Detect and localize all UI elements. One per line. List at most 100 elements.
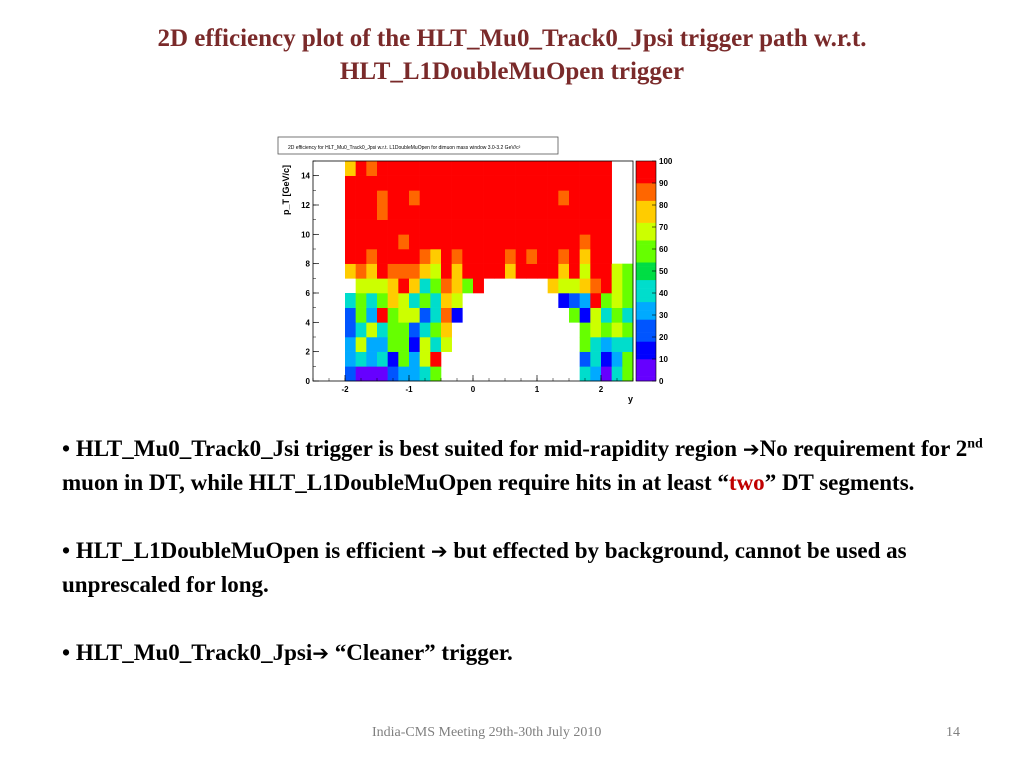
heatmap-cell xyxy=(601,351,612,367)
heatmap-cell xyxy=(355,190,367,206)
heatmap-cell xyxy=(451,307,463,323)
heatmap-cell xyxy=(355,175,367,191)
colorbar-segment xyxy=(636,249,656,254)
colorbar-segment xyxy=(636,345,656,351)
heatmap-cell xyxy=(387,205,399,220)
heatmap-cell xyxy=(590,190,602,206)
heatmap-cell xyxy=(579,293,591,308)
heatmap-cell xyxy=(579,234,591,250)
heatmap-cell xyxy=(345,219,356,235)
right-arrow-icon: ➔ xyxy=(312,641,330,665)
heatmap-cell xyxy=(601,278,612,294)
heatmap-cell xyxy=(505,205,516,220)
heatmap-cell xyxy=(387,293,399,308)
heatmap-cell xyxy=(579,263,591,279)
heatmap-cell xyxy=(473,205,484,220)
heatmap-cell xyxy=(601,161,612,176)
heatmap-cell xyxy=(505,249,516,264)
heatmap-cell xyxy=(569,190,580,206)
colorbar-tick-label: 100 xyxy=(659,157,673,166)
heatmap-cell xyxy=(611,278,623,294)
heatmap-cell xyxy=(611,351,623,367)
heatmap-cell xyxy=(409,219,420,235)
heatmap-cell xyxy=(601,366,612,382)
bullet-marker: • xyxy=(62,640,71,665)
heatmap-cell xyxy=(409,175,420,191)
heatmap-cell xyxy=(430,175,442,191)
heatmap-cell xyxy=(569,293,580,308)
heatmap-cell xyxy=(622,307,634,323)
heatmap-cell xyxy=(537,190,548,206)
heatmap-cell xyxy=(547,219,559,235)
bullet-3-text-a: HLT_Mu0_Track0_Jpsi xyxy=(75,640,313,665)
colorbar-segment xyxy=(636,328,656,333)
colorbar-segment xyxy=(636,306,656,311)
colorbar-segment xyxy=(636,257,656,263)
heatmap-cell xyxy=(611,263,623,279)
heatmap-cell xyxy=(398,205,410,220)
title-line-2: HLT_L1DoubleMuOpen trigger xyxy=(339,58,685,85)
colorbar-segment xyxy=(636,376,656,382)
heatmap-cell xyxy=(569,219,580,235)
heatmap-cell xyxy=(601,205,612,220)
heatmap-cell xyxy=(462,219,474,235)
bullet-marker: • xyxy=(62,436,71,461)
heatmap-cell xyxy=(398,351,410,367)
colorbar-segment xyxy=(636,174,656,179)
heatmap-cell xyxy=(569,175,580,191)
heatmap-cell xyxy=(398,366,410,382)
heatmap-cell xyxy=(590,366,602,382)
heatmap-cell xyxy=(355,234,367,250)
colorbar-tick-label: 10 xyxy=(659,355,668,364)
heatmap-cell xyxy=(569,205,580,220)
heatmap-cell xyxy=(590,351,602,367)
heatmap-cell xyxy=(377,351,388,367)
heatmap-cell xyxy=(451,219,463,235)
heatmap-cell xyxy=(355,263,367,279)
colorbar-segment xyxy=(636,161,656,166)
heatmap-cell xyxy=(526,161,538,176)
heatmap-cell xyxy=(366,205,378,220)
heatmap-cell xyxy=(579,337,591,352)
heatmap-cell xyxy=(590,205,602,220)
colorbar-segment xyxy=(636,187,656,193)
heatmap-cell xyxy=(579,307,591,323)
heatmap-cell xyxy=(569,263,580,279)
right-arrow-icon: ➔ xyxy=(430,539,448,563)
heatmap-cell xyxy=(387,263,399,279)
x-tick-label: 1 xyxy=(535,385,540,394)
heatmap-cell xyxy=(409,366,420,382)
heatmap-cell xyxy=(462,175,474,191)
heatmap-cell xyxy=(494,263,506,279)
heatmap-cell xyxy=(505,234,516,250)
efficiency-heatmap-chart: 2D efficiency for HLT_Mu0_Track0_Jpsi w.… xyxy=(270,128,690,410)
heatmap-cell xyxy=(366,293,378,308)
heatmap-cell xyxy=(579,249,591,264)
heatmap-cell xyxy=(611,366,623,382)
heatmap-cell xyxy=(398,190,410,206)
colorbar-segment xyxy=(636,165,656,171)
heatmap-cell xyxy=(366,263,378,279)
x-tick-label: -1 xyxy=(405,385,413,394)
heatmap-cell xyxy=(366,175,378,191)
heatmap-cell xyxy=(409,278,420,294)
heatmap-cell xyxy=(387,161,399,176)
heatmap-cell xyxy=(622,322,634,338)
y-tick-label: 6 xyxy=(306,289,311,298)
colorbar-segment xyxy=(636,235,656,241)
colorbar-segment xyxy=(636,191,656,197)
heatmap-cell xyxy=(409,161,420,176)
colorbar-segment xyxy=(636,218,656,223)
heatmap-cell xyxy=(547,175,559,191)
colorbar-segment xyxy=(636,205,656,210)
heatmap-cell xyxy=(558,175,570,191)
page-number: 14 xyxy=(946,725,960,740)
superscript: nd xyxy=(967,436,983,452)
heatmap-cell xyxy=(505,175,516,191)
colorbar-segment xyxy=(636,354,656,360)
colorbar-segment xyxy=(636,337,656,342)
heatmap-cell xyxy=(355,307,367,323)
heatmap-cell xyxy=(409,293,420,308)
bullet-1-text-d: ” DT segments. xyxy=(764,470,915,495)
colorbar-segment xyxy=(636,227,656,232)
